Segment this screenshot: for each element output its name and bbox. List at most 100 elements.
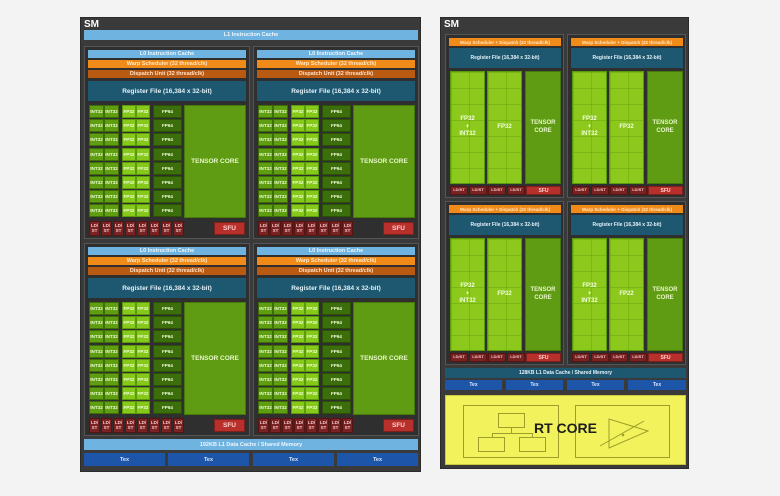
bvh-tree-diagram [463, 405, 559, 458]
tensor-core: TENSOR CORE [525, 71, 561, 184]
fp32-unit: FP32 [291, 373, 305, 386]
register-file: Register File (16,384 x 32-bit) [88, 278, 246, 298]
fp32-unit: FP32 [136, 358, 150, 372]
ld-st-unit: LD/ST [258, 221, 269, 236]
tree-connector [511, 428, 512, 433]
fp32-unit: FP32 [122, 387, 136, 401]
tensor-core: TENSOR CORE [353, 105, 415, 218]
fp64-unit: FP64 [322, 316, 351, 330]
fp32-unit: FP32 [122, 344, 136, 358]
fp64-unit: FP64 [153, 133, 182, 147]
dispatch-unit: Dispatch Unit (32 thread/clk) [257, 267, 415, 275]
int32-unit: INT32 [258, 190, 273, 204]
tree-connector [492, 433, 532, 434]
fp64-unit: FP64 [153, 119, 182, 133]
fp64-unit: FP64 [153, 401, 182, 415]
fp64-unit: FP64 [322, 401, 351, 415]
fp32-unit: FP32 [291, 204, 305, 218]
sm-quadrant: Warp Scheduler + Dispatch (32 thread/clk… [445, 201, 564, 365]
int32-unit: INT32 [258, 302, 273, 315]
sfu-unit: SFU [214, 222, 245, 235]
fp64-unit: FP64 [153, 373, 182, 386]
tex-unit: Tex [168, 453, 249, 466]
fp32-unit: FP32 [291, 105, 305, 118]
fp32-unit: FP32 [291, 330, 305, 344]
sfu-unit: SFU [383, 419, 414, 432]
ld-st-unit: LD/ST [137, 221, 148, 236]
warp-scheduler: Warp Scheduler (32 thread/clk) [88, 257, 246, 265]
int32-unit: INT32 [273, 161, 288, 175]
ld-st-unit: LD/ST [101, 221, 112, 236]
int32-unit: INT32 [273, 119, 288, 133]
ld-st-unit: LD/ST [294, 221, 305, 236]
int32-unit: INT32 [258, 161, 273, 175]
fp32-unit: FP32 [305, 161, 319, 175]
fp64-unit: FP64 [153, 190, 182, 204]
fp32-unit: FP32 [136, 302, 150, 315]
fp32-unit: FP32 [291, 401, 305, 415]
int32-unit: INT32 [89, 105, 104, 118]
fp32-unit: FP32 [136, 344, 150, 358]
ld-st-unit: LD/ST [469, 353, 487, 362]
fp64-unit: FP64 [153, 204, 182, 218]
int32-unit: INT32 [104, 387, 119, 401]
sm-quadrant: Warp Scheduler + Dispatch (32 thread/clk… [567, 34, 686, 198]
fp32-block: FP32 [487, 238, 522, 351]
tree-node-root [498, 413, 525, 428]
int32-unit: INT32 [89, 147, 104, 161]
fp32-unit: FP32 [305, 330, 319, 344]
ld-st-unit: LD/ST [149, 221, 160, 236]
int32-unit: INT32 [104, 358, 119, 372]
ld-st-unit: LD/ST [342, 221, 353, 236]
fp64-unit: FP64 [153, 344, 182, 358]
fp32-unit: FP32 [122, 133, 136, 147]
left-sm-label: SM [84, 19, 99, 30]
ld-st-unit: LD/ST [488, 353, 506, 362]
int32-unit: INT32 [104, 105, 119, 118]
ld-st-unit: LD/ST [629, 186, 647, 195]
warp-scheduler: Warp Scheduler (32 thread/clk) [257, 60, 415, 68]
fp32-unit: FP32 [122, 105, 136, 118]
warp-scheduler: Warp Scheduler (32 thread/clk) [88, 60, 246, 68]
int32-unit: INT32 [258, 387, 273, 401]
int32-unit: INT32 [273, 302, 288, 315]
ld-st-unit: LD/ST [173, 418, 184, 433]
fp32-unit: FP32 [122, 147, 136, 161]
fp64-unit: FP64 [153, 176, 182, 189]
fp64-unit: FP64 [322, 133, 351, 147]
int32-unit: INT32 [104, 330, 119, 344]
int32-unit: INT32 [89, 387, 104, 401]
int32-unit: INT32 [258, 316, 273, 330]
int32-unit: INT32 [104, 316, 119, 330]
ld-st-unit: LD/ST [173, 221, 184, 236]
int32-unit: INT32 [89, 190, 104, 204]
sm-quadrant: L0 Instruction Cache Warp Scheduler (32 t… [253, 46, 419, 239]
dispatch-unit: Dispatch Unit (32 thread/clk) [88, 70, 246, 78]
fp32-unit: FP32 [122, 330, 136, 344]
register-file: Register File (16,384 x 32-bit) [571, 215, 683, 235]
ld-st-unit: LD/ST [125, 418, 136, 433]
int32-unit: INT32 [104, 401, 119, 415]
int32-unit: INT32 [258, 373, 273, 386]
int32-unit: INT32 [104, 302, 119, 315]
ld-st-unit: LD/ST [270, 221, 281, 236]
fp64-unit: FP64 [153, 387, 182, 401]
int32-unit: INT32 [258, 344, 273, 358]
ld-st-unit: LD/ST [610, 353, 628, 362]
int32-unit: INT32 [273, 190, 288, 204]
fp64-unit: FP64 [322, 176, 351, 189]
fp32-unit: FP32 [291, 302, 305, 315]
fp32-unit: FP32 [122, 204, 136, 218]
int32-unit: INT32 [89, 119, 104, 133]
fp32-unit: FP32 [122, 119, 136, 133]
warp-scheduler: Warp Scheduler (32 thread/clk) [257, 257, 415, 265]
int32-unit: INT32 [273, 401, 288, 415]
fp32-unit: FP32 [136, 373, 150, 386]
fp32-unit: FP32 [305, 316, 319, 330]
ld-st-unit: LD/ST [507, 186, 525, 195]
ld-st-unit: LD/ST [591, 186, 609, 195]
int32-unit: INT32 [104, 119, 119, 133]
fp64-unit: FP64 [153, 302, 182, 315]
dispatch-unit: Dispatch Unit (32 thread/clk) [257, 70, 415, 78]
l0-instruction-cache: L0 Instruction Cache [257, 50, 415, 58]
